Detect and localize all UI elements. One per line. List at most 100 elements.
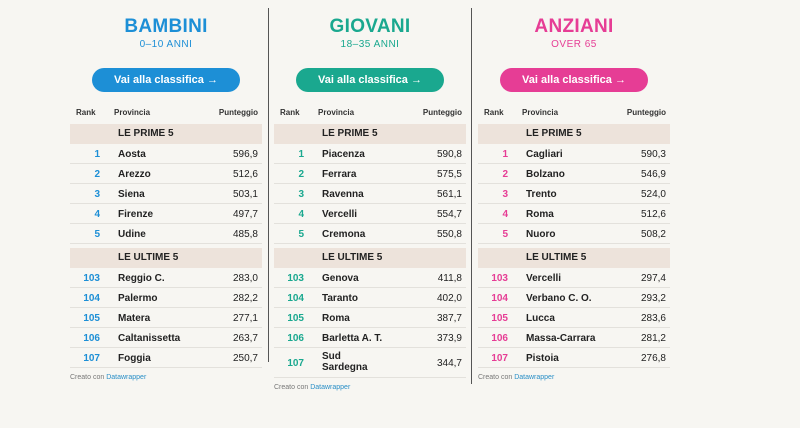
province-name: Udine [118,229,146,240]
province-name: Taranto [322,293,358,304]
table-row: 4 Vercelli 554,7 [274,204,466,224]
credit-prefix: Creato con [70,374,105,381]
province-name: Nuoro [526,229,556,240]
score-value: 524,0 [640,189,666,200]
panel-title: ANZIANI [534,16,614,37]
table-row: 103 Genova 411,8 [274,268,466,288]
table-row: 107 Sud Sardegna 344,7 [274,348,466,378]
score-value: 590,8 [436,149,462,160]
view-ranking-button[interactable]: Vai alla classifica → [296,68,444,92]
view-ranking-button[interactable]: Vai alla classifica → [500,68,648,92]
ranking-panel-anziani: ANZIANI OVER 65 Vai alla classifica → Rank P… [478,0,670,381]
datawrapper-link[interactable]: Datawrapper [514,374,555,381]
province-name: Genova [322,273,359,284]
province-name: Matera [118,313,151,324]
score-value: 283,6 [640,313,666,324]
score-value: 250,7 [232,353,258,364]
datawrapper-link[interactable]: Datawrapper [310,384,351,391]
table-row: 106 Barletta A. T. 373,9 [274,328,466,348]
rank-value: 4 [94,209,100,220]
table-row: 105 Matera 277,1 [70,308,262,328]
credit-line: Creato con Datawrapper [274,384,466,391]
credit-prefix: Creato con [478,374,513,381]
table-header: Rank Provincia Punteggio [70,106,262,120]
province-name: Verbano C. O. [526,293,592,304]
header-score: Punteggio [218,108,258,117]
section-header: LE ULTIME 5 [274,248,466,268]
table-row: 105 Lucca 283,6 [478,308,670,328]
rank-value: 3 [298,189,304,200]
table-row: 5 Nuoro 508,2 [478,224,670,244]
province-name: Vercelli [322,209,358,220]
table-row: 104 Taranto 402,0 [274,288,466,308]
table-row: 103 Vercelli 297,4 [478,268,670,288]
rank-value: 5 [298,229,304,240]
score-value: 508,2 [640,229,666,240]
rank-value: 105 [83,313,100,324]
score-value: 512,6 [640,209,666,220]
rank-value: 1 [94,149,100,160]
province-name: Ravenna [322,189,364,200]
rank-value: 1 [298,149,304,160]
rank-value: 106 [83,333,100,344]
button-wrapper: Vai alla classifica → [274,68,466,92]
province-name: Firenze [118,209,154,220]
header-score: Punteggio [626,108,666,117]
table-row: 104 Palermo 282,2 [70,288,262,308]
score-value: 276,8 [640,353,666,364]
rank-value: 1 [502,149,508,160]
rank-value: 4 [502,209,508,220]
table-row: 5 Cremona 550,8 [274,224,466,244]
score-value: 402,0 [436,293,462,304]
rank-value: 103 [83,273,100,284]
score-value: 282,2 [232,293,258,304]
rank-value: 103 [287,273,304,284]
panel-subtitle: 0–10 ANNI [139,39,193,50]
score-value: 387,7 [436,313,462,324]
table-row: 2 Arezzo 512,6 [70,164,262,184]
rank-value: 107 [83,353,100,364]
province-name: Bolzano [526,169,565,180]
score-value: 411,8 [437,273,462,284]
panel-subtitle: 18–35 ANNI [340,39,400,50]
table-row: 3 Trento 524,0 [478,184,670,204]
view-ranking-button[interactable]: Vai alla classifica → [92,68,240,92]
credit-prefix: Creato con [274,384,309,391]
province-name: Ferrara [322,169,357,180]
table-row: 107 Pistoia 276,8 [478,348,670,368]
rank-value: 4 [298,209,304,220]
province-name: Reggio C. [118,273,165,284]
score-value: 293,2 [640,293,666,304]
header-rank: Rank [484,108,504,117]
rank-value: 2 [94,169,100,180]
score-value: 561,1 [436,189,462,200]
header-province: Provincia [522,108,559,117]
score-value: 550,8 [436,229,462,240]
ranking-panel-giovani: GIOVANI 18–35 ANNI Vai alla classifica → Ra… [274,0,466,391]
rank-value: 105 [287,313,304,324]
table-row: 4 Roma 512,6 [478,204,670,224]
rank-value: 2 [298,169,304,180]
province-name: Cremona [322,229,366,240]
province-name: Piacenza [322,149,365,160]
table-row: 4 Firenze 497,7 [70,204,262,224]
province-name: Arezzo [118,169,151,180]
rank-value: 103 [491,273,508,284]
button-wrapper: Vai alla classifica → [70,68,262,92]
score-value: 596,9 [232,149,258,160]
section-header: LE ULTIME 5 [478,248,670,268]
score-value: 497,7 [232,209,258,220]
province-name: Pistoia [526,353,559,364]
rank-value: 106 [491,333,508,344]
province-name: Siena [118,189,145,200]
score-value: 546,9 [640,169,666,180]
score-value: 485,8 [232,229,258,240]
score-value: 503,1 [232,189,258,200]
section-header: LE PRIME 5 [274,124,466,144]
score-value: 590,3 [640,149,666,160]
rank-value: 104 [287,293,304,304]
table-row: 5 Udine 485,8 [70,224,262,244]
datawrapper-link[interactable]: Datawrapper [106,374,147,381]
table-row: 2 Ferrara 575,5 [274,164,466,184]
province-name: Massa-Carrara [526,333,596,344]
